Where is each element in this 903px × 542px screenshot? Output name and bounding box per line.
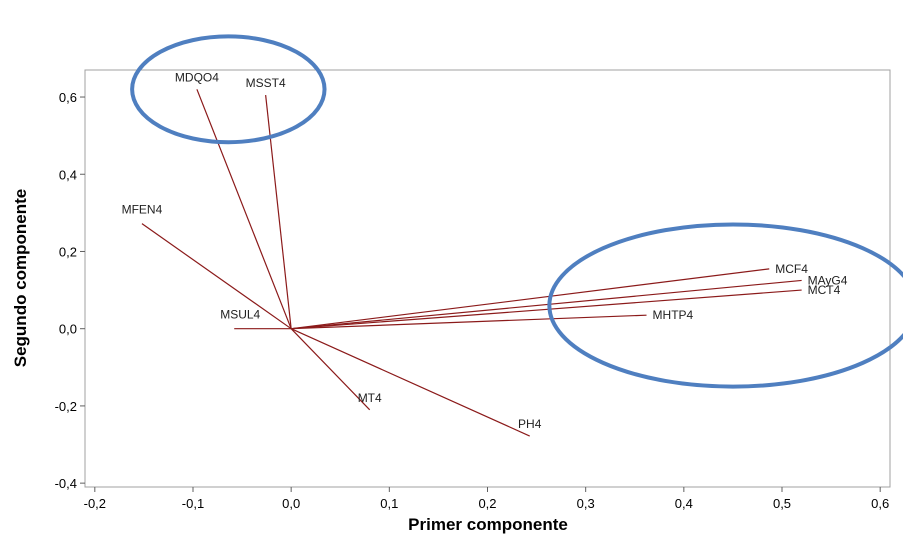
x-tick-label: 0,1	[380, 496, 398, 511]
vector-mdqo4	[196, 89, 292, 329]
vector-label-mcf4: MCF4	[775, 262, 808, 276]
vector-label-mt4: MT4	[358, 391, 382, 405]
y-tick-label: 0,2	[59, 244, 77, 259]
vector-mfen4	[141, 223, 292, 330]
y-tick-label: 0,0	[59, 322, 77, 337]
highlight-ellipses	[130, 34, 903, 389]
x-tick-label: 0,3	[577, 496, 595, 511]
highlight-ellipse-2	[547, 222, 903, 389]
x-tick-label: 0,0	[282, 496, 300, 511]
y-axis: -0,4 -0,2 0,0 0,2 0,4 0,6	[55, 90, 85, 491]
vector-label-msst4: MSST4	[246, 76, 286, 90]
y-tick-label: 0,4	[59, 167, 77, 182]
y-tick-label: -0,4	[55, 476, 77, 491]
x-tick-label: -0,1	[182, 496, 204, 511]
y-tick-label: 0,6	[59, 90, 77, 105]
y-tick-label: -0,2	[55, 399, 77, 414]
vector-mayg4	[291, 279, 802, 330]
vector-mt4	[290, 328, 371, 411]
vector-label-msul4: MSUL4	[220, 308, 260, 322]
vector-msst4	[265, 95, 292, 329]
x-tick-label: 0,5	[773, 496, 791, 511]
loading-vectors	[141, 89, 802, 437]
y-axis-title: Segundo componente	[11, 189, 30, 368]
vector-label-mct4: MCT4	[808, 283, 841, 297]
x-axis: -0,2 -0,1 0,0 0,1 0,2 0,3 0,4 0,5 0,6	[84, 487, 889, 511]
vector-mct4	[291, 289, 802, 330]
vector-label-mayg4: MAyG4	[808, 273, 848, 287]
vector-label-mhtp4: MHTP4	[653, 308, 694, 322]
x-axis-title: Primer componente	[408, 515, 568, 534]
plot-area-frame	[84, 69, 891, 488]
vector-label-mfen4: MFEN4	[122, 203, 163, 217]
vector-mhtp4	[291, 314, 647, 330]
vector-mcf4	[291, 268, 770, 330]
x-tick-label: 0,2	[478, 496, 496, 511]
x-tick-label: 0,6	[871, 496, 889, 511]
vector-label-mdqo4: MDQO4	[175, 70, 219, 84]
vector-ph4	[290, 328, 530, 437]
x-tick-label: 0,4	[675, 496, 693, 511]
vector-label-ph4: PH4	[518, 417, 542, 431]
highlight-ellipse-1	[130, 34, 327, 145]
x-tick-label: -0,2	[84, 496, 106, 511]
